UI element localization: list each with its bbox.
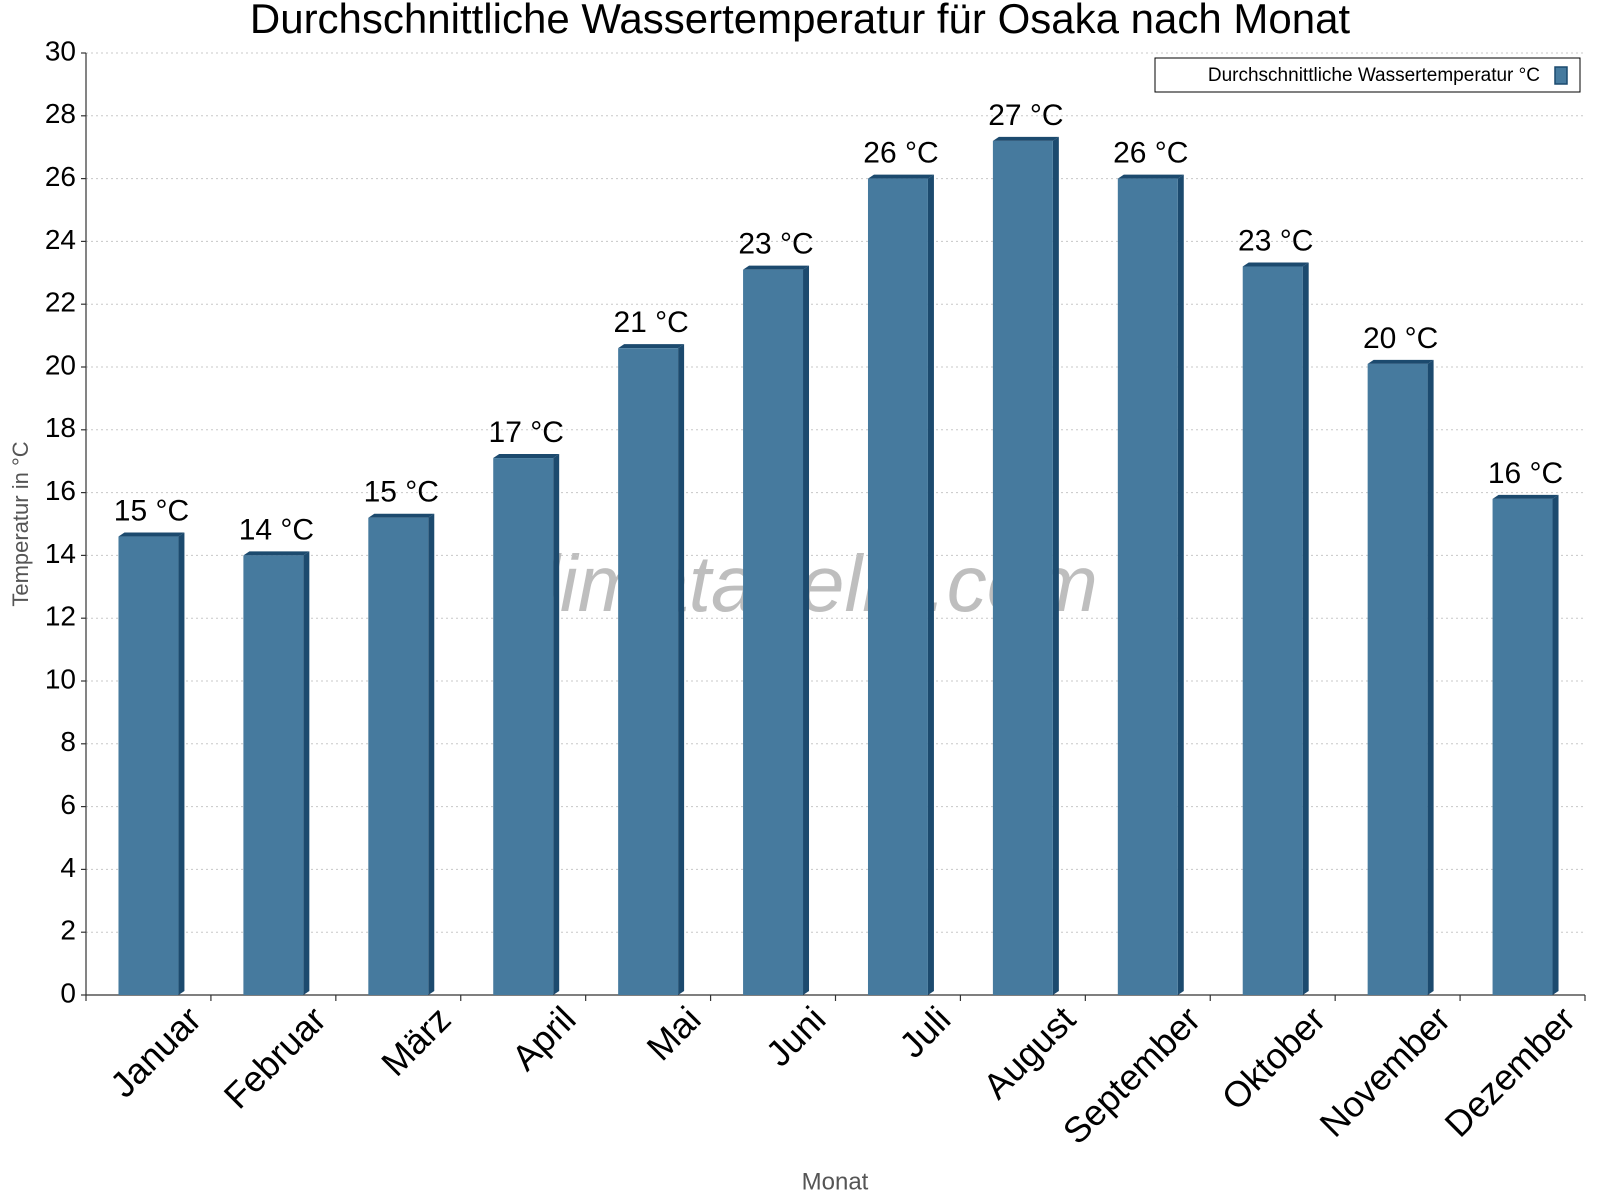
value-label: 26 °C: [1113, 137, 1188, 170]
x-tick-label: März: [373, 998, 459, 1084]
y-tick-label: 24: [45, 224, 76, 255]
value-label: 26 °C: [863, 137, 938, 170]
chart-title: Durchschnittliche Wassertemperatur für O…: [250, 0, 1351, 42]
x-tick-label: September: [1055, 998, 1209, 1152]
value-label: 27 °C: [988, 99, 1063, 132]
legend-swatch: [1554, 66, 1568, 85]
y-tick-label: 6: [60, 789, 76, 820]
value-label: 23 °C: [1238, 224, 1313, 257]
bar: [243, 555, 304, 995]
bar-side: [1052, 136, 1059, 996]
bar-top: [1242, 262, 1309, 267]
x-tick-label: Dezember: [1437, 998, 1583, 1144]
bar-side: [678, 344, 685, 995]
bar-side: [178, 532, 185, 995]
bar: [992, 140, 1053, 996]
x-tick-label: August: [975, 998, 1083, 1106]
value-label: 21 °C: [613, 306, 688, 339]
value-label: 16 °C: [1488, 457, 1563, 490]
bar: [1242, 266, 1303, 995]
y-tick-label: 20: [45, 349, 76, 380]
bar-side: [1427, 359, 1434, 995]
y-tick-label: 28: [45, 98, 76, 129]
y-tick-label: 12: [45, 601, 76, 632]
value-label: 23 °C: [738, 228, 813, 261]
y-tick-label: 14: [45, 538, 76, 569]
bar-top: [1492, 494, 1559, 499]
bar-top: [1367, 359, 1434, 364]
x-axis-label: Monat: [802, 1168, 869, 1195]
bar-top: [867, 174, 934, 179]
y-tick-label: 22: [45, 287, 76, 318]
x-tick-label: Januar: [102, 998, 209, 1105]
bar: [867, 178, 928, 996]
y-tick-label: 4: [60, 852, 76, 883]
x-tick-label: Mai: [638, 998, 708, 1068]
value-label: 20 °C: [1363, 322, 1438, 355]
bar: [1117, 178, 1178, 996]
bar-top: [743, 265, 810, 270]
legend-label: Durchschnittliche Wassertemperatur °C: [1208, 65, 1540, 86]
y-tick-label: 26: [45, 161, 76, 192]
bar-top: [493, 454, 560, 459]
bar-side: [1302, 262, 1309, 995]
bar: [493, 458, 554, 995]
y-tick-label: 16: [45, 475, 76, 506]
y-axis-label: Temperatur in °C: [8, 441, 33, 606]
bar-top: [992, 136, 1059, 141]
bar: [743, 269, 804, 995]
bar-top: [243, 551, 310, 556]
y-tick-label: 0: [60, 977, 76, 1008]
bar-side: [803, 265, 810, 995]
y-tick-label: 18: [45, 412, 76, 443]
y-tick-label: 8: [60, 726, 76, 757]
bar-top: [1117, 174, 1184, 179]
bar-top: [118, 532, 185, 537]
bar-side: [1177, 174, 1184, 996]
value-label: 17 °C: [489, 416, 564, 449]
bar-side: [1552, 494, 1559, 995]
x-tick-label: Oktober: [1214, 998, 1334, 1118]
x-tick-label: November: [1312, 998, 1458, 1144]
bar: [368, 517, 429, 995]
bar-side: [927, 174, 934, 996]
value-label: 15 °C: [114, 494, 189, 527]
x-tick-label: Juli: [891, 998, 958, 1065]
bar-top: [618, 344, 685, 349]
y-tick-label: 30: [45, 35, 76, 66]
bar-side: [428, 513, 435, 995]
value-label: 14 °C: [239, 513, 314, 546]
y-tick-label: 2: [60, 915, 76, 946]
value-label: 15 °C: [364, 476, 439, 509]
x-tick-label: Februar: [216, 998, 334, 1116]
x-tick-label: April: [504, 998, 584, 1078]
bar: [1367, 363, 1428, 995]
legend-box: [1154, 57, 1581, 93]
bar: [1492, 498, 1553, 995]
y-tick-label: 10: [45, 663, 76, 694]
bar: [618, 348, 679, 995]
bar-side: [303, 551, 310, 995]
bar: [118, 536, 179, 995]
bar-side: [553, 454, 560, 995]
x-tick-label: Juni: [758, 998, 834, 1074]
bar-top: [368, 513, 435, 518]
